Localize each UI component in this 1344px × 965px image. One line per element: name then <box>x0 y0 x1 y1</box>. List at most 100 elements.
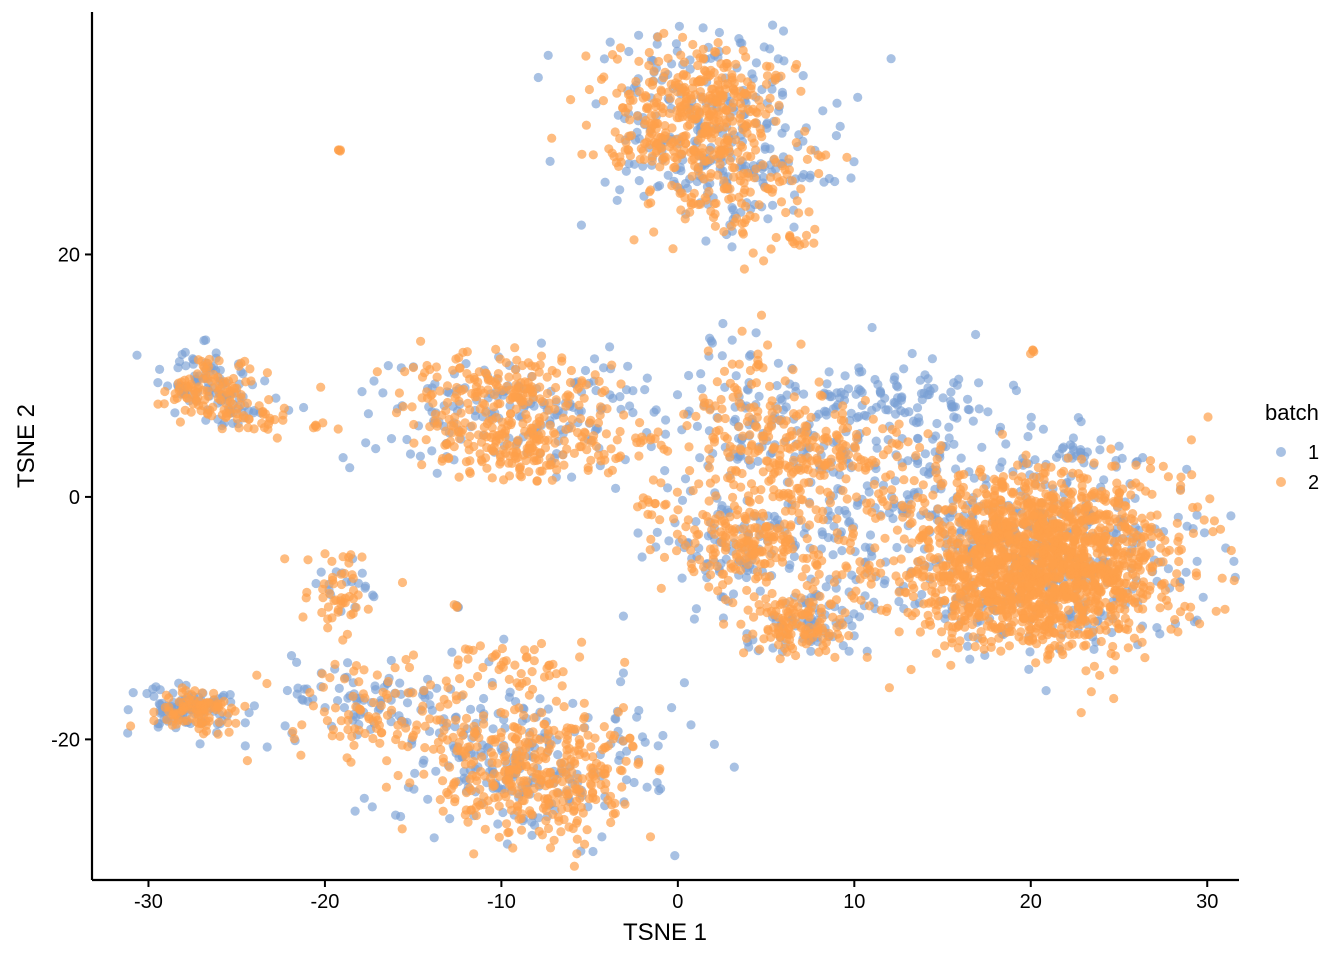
data-point <box>725 378 736 388</box>
data-point <box>335 145 345 155</box>
data-point <box>652 145 662 156</box>
data-point <box>521 653 531 663</box>
data-point <box>271 393 281 403</box>
data-point <box>317 607 327 618</box>
data-point <box>372 367 382 377</box>
data-point <box>944 422 954 432</box>
data-point <box>732 385 742 395</box>
data-point <box>762 521 772 531</box>
data-point <box>343 658 353 668</box>
data-point <box>777 395 787 405</box>
data-point <box>811 432 821 442</box>
data-point <box>717 516 727 526</box>
data-point <box>803 453 813 463</box>
data-point <box>667 139 677 149</box>
data-point <box>678 83 688 93</box>
data-point <box>640 737 650 747</box>
data-point <box>391 408 402 418</box>
data-point <box>723 473 733 483</box>
data-point <box>704 463 715 473</box>
data-point <box>741 515 751 525</box>
data-point <box>650 137 660 147</box>
data-point <box>451 715 461 725</box>
data-point <box>535 394 545 404</box>
data-point <box>330 703 341 713</box>
data-point <box>435 702 445 712</box>
data-point <box>305 687 315 698</box>
data-point <box>569 448 580 458</box>
data-point <box>844 631 854 641</box>
data-point <box>889 494 899 505</box>
data-point <box>419 686 429 696</box>
data-point <box>328 572 338 582</box>
data-point <box>764 432 774 442</box>
data-point <box>597 832 607 842</box>
data-point <box>869 479 879 489</box>
data-point <box>606 444 616 454</box>
data-point <box>727 203 737 213</box>
data-point <box>417 460 427 470</box>
data-point <box>438 806 448 816</box>
data-point <box>214 380 224 390</box>
data-point <box>476 703 486 714</box>
data-point <box>504 416 514 426</box>
data-point <box>213 393 223 403</box>
data-point <box>868 414 878 424</box>
data-point <box>420 368 430 378</box>
data-point <box>556 827 566 837</box>
data-point <box>1121 501 1131 511</box>
data-point <box>343 724 353 735</box>
data-point <box>431 766 441 776</box>
data-point <box>871 436 881 446</box>
data-point <box>339 703 349 713</box>
data-point <box>542 372 552 382</box>
data-point <box>731 539 741 550</box>
data-point <box>535 735 545 745</box>
data-point <box>799 478 809 488</box>
data-point <box>1199 515 1209 525</box>
data-point <box>561 401 571 411</box>
data-point <box>932 418 942 429</box>
data-point <box>373 715 383 725</box>
data-point <box>923 429 933 439</box>
data-point <box>729 172 739 182</box>
data-point <box>518 396 528 406</box>
data-point <box>777 87 788 97</box>
data-point <box>950 402 961 412</box>
data-point <box>743 119 753 129</box>
data-point <box>605 37 615 47</box>
data-point <box>223 718 233 728</box>
data-point <box>928 580 938 590</box>
data-point <box>499 741 509 752</box>
data-point <box>737 227 748 237</box>
data-point <box>792 196 802 206</box>
data-point <box>1174 556 1184 567</box>
data-point <box>752 567 763 577</box>
data-point <box>839 535 849 546</box>
data-point <box>695 77 705 87</box>
data-point <box>715 149 725 159</box>
data-point <box>823 532 833 543</box>
data-point <box>680 214 690 224</box>
data-point <box>861 426 872 436</box>
data-point <box>716 59 726 69</box>
data-point <box>687 171 697 181</box>
data-point <box>512 806 523 816</box>
data-point <box>654 785 664 796</box>
data-point <box>534 780 545 790</box>
data-point <box>718 569 729 579</box>
data-point <box>625 115 635 125</box>
data-point <box>510 734 520 744</box>
data-point <box>561 739 571 749</box>
data-point <box>791 500 801 510</box>
data-point <box>493 819 503 829</box>
data-point <box>132 350 142 360</box>
data-point <box>672 546 682 556</box>
data-point <box>831 595 842 605</box>
data-point <box>700 66 711 76</box>
data-point <box>577 637 587 647</box>
data-point <box>1211 606 1221 616</box>
data-point <box>725 112 735 122</box>
data-point <box>781 433 792 443</box>
data-point <box>595 410 605 420</box>
